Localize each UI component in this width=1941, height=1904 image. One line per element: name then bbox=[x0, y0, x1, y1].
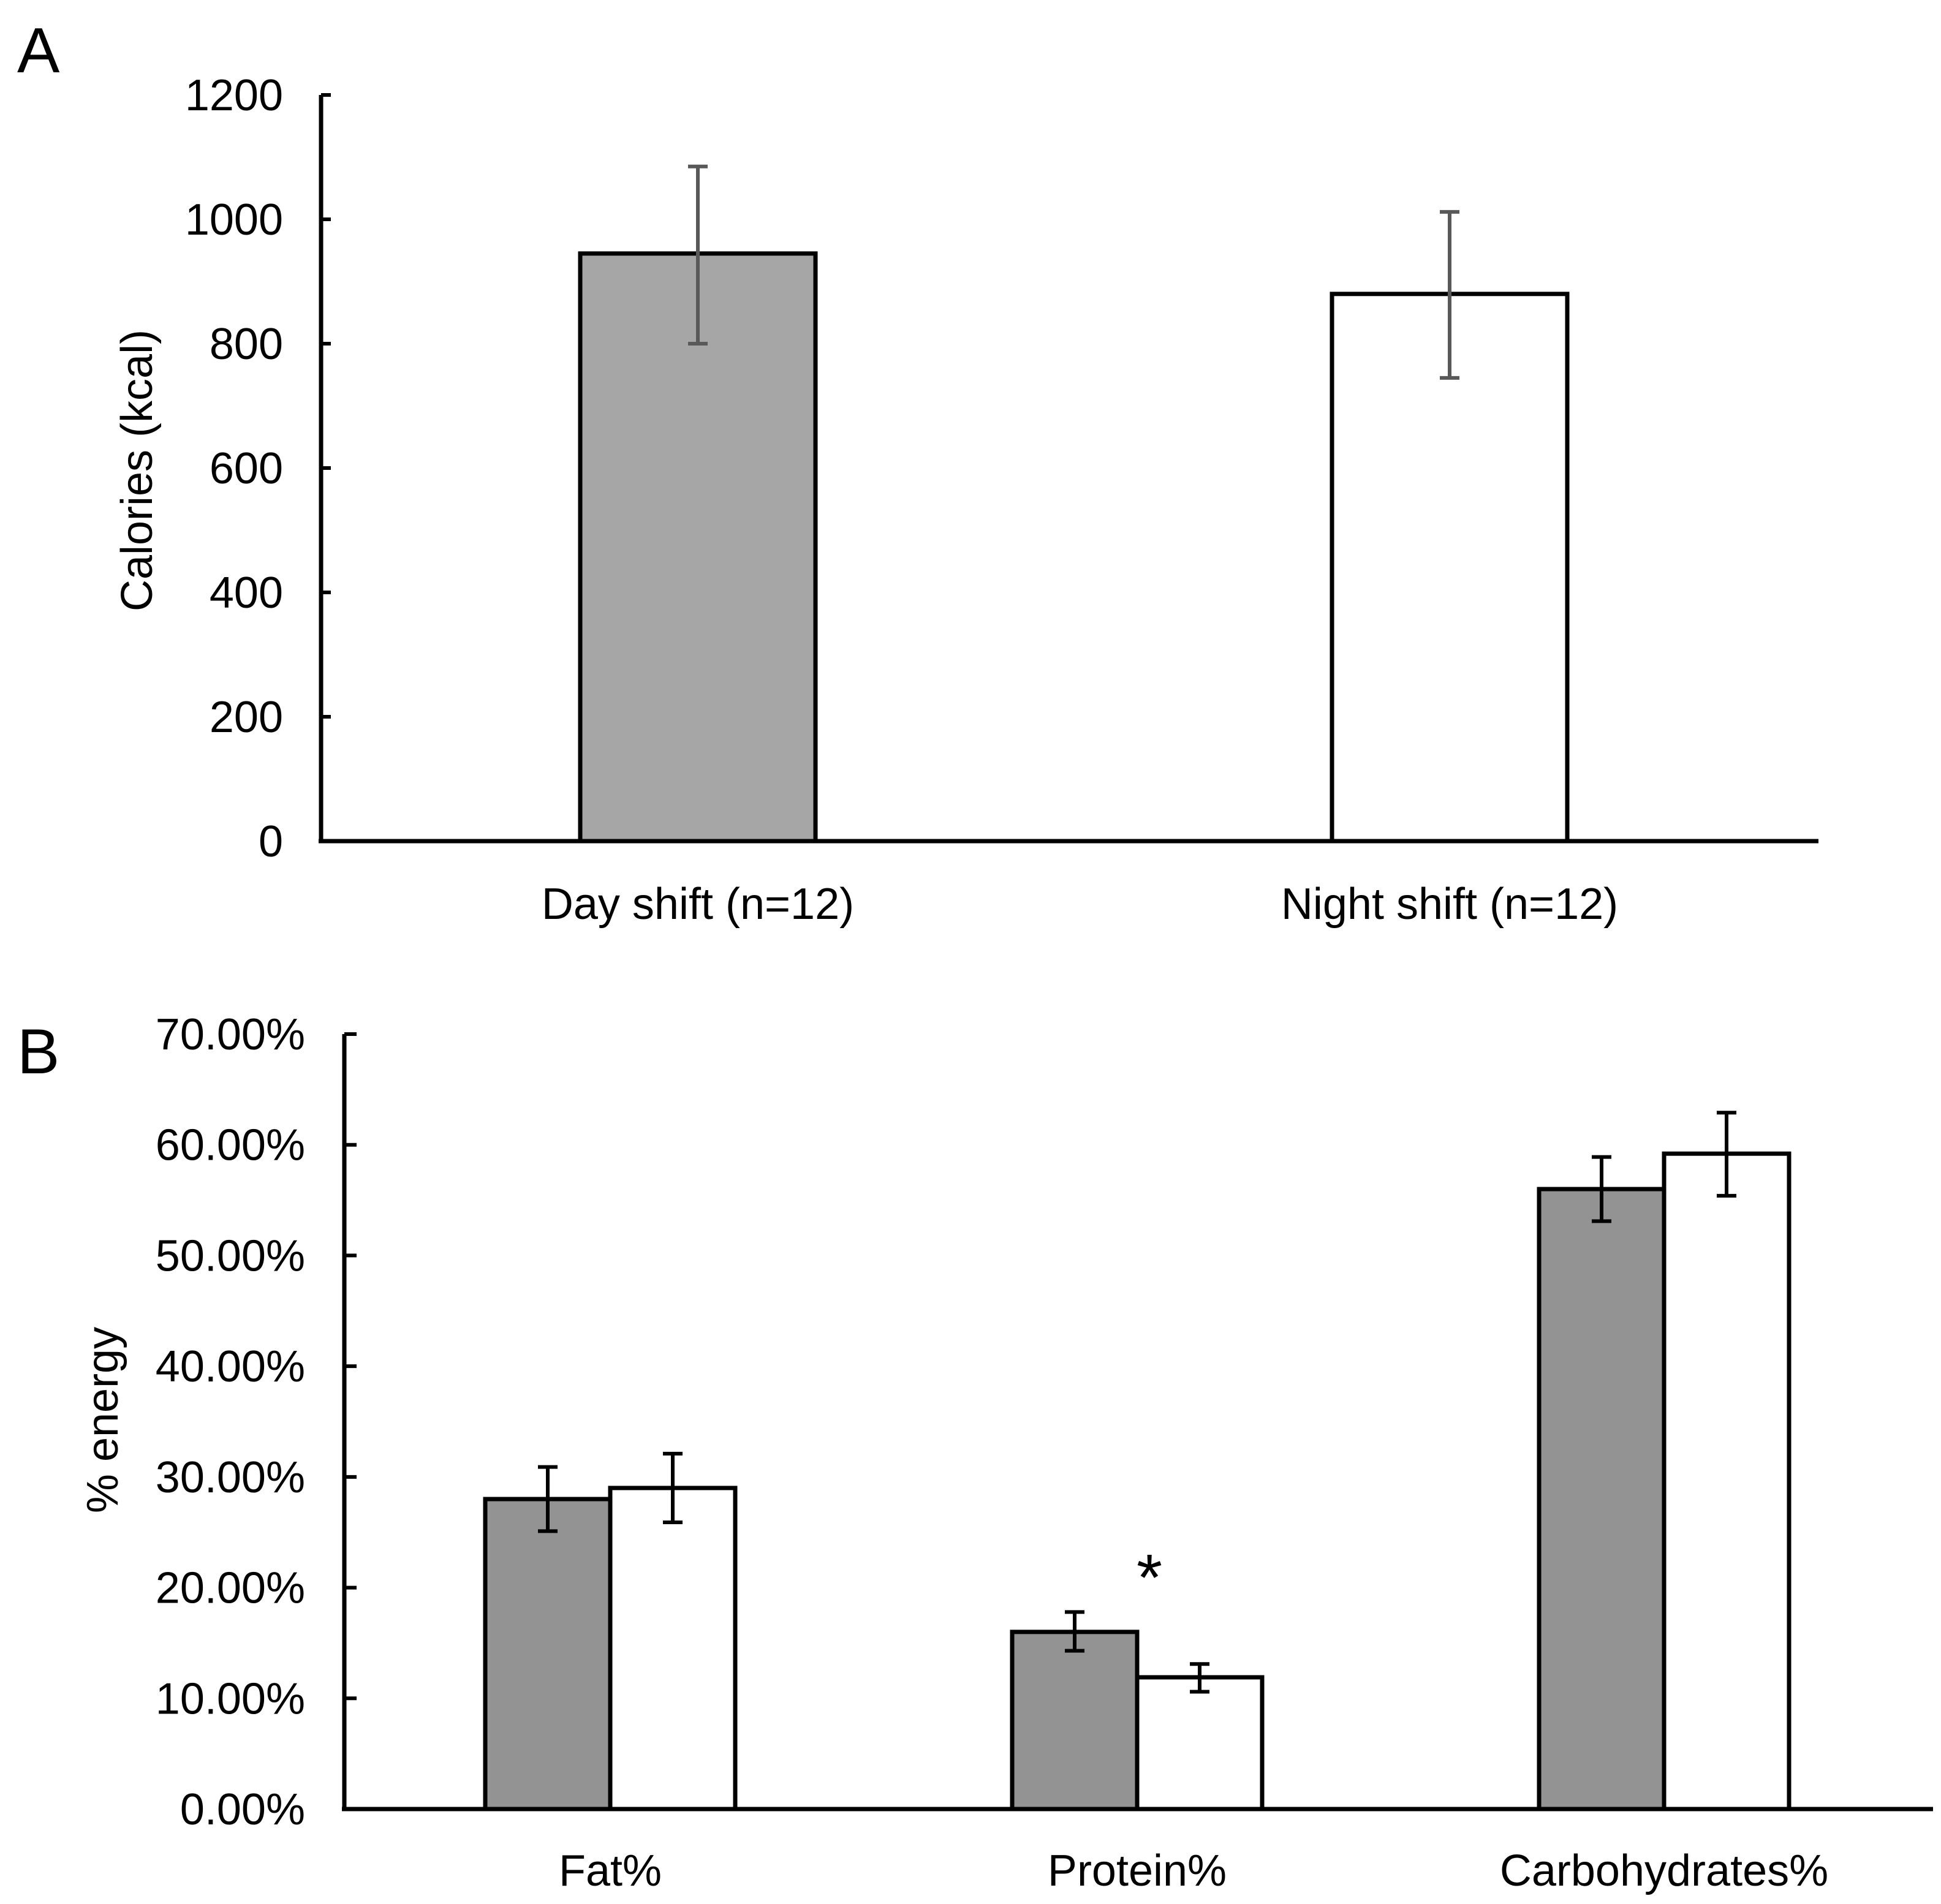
panel-b-y-tick-labels: 0.00% 10.00% 20.00% 30.00% 40.00% 50.00% 60.00… bbox=[156, 1010, 357, 1834]
panel-b-bar-night-2 bbox=[1135, 1675, 1265, 1811]
significance-marker: * bbox=[1137, 1540, 1162, 1614]
panel-b-error-bar-day-3 bbox=[1592, 1155, 1611, 1223]
panel-b-error-bar-night-2 bbox=[1190, 1662, 1209, 1694]
panel-b-error-bar-day-2 bbox=[1065, 1610, 1084, 1653]
panel-a-bar-night-shift bbox=[1330, 292, 1570, 844]
panel-a-y-tick-label: 200 bbox=[210, 693, 283, 742]
panel-a-y-tick-label: 1200 bbox=[185, 71, 283, 120]
panel-b-y-tick-label: 30.00% bbox=[156, 1453, 305, 1502]
panel-b-bar-day-2 bbox=[1010, 1630, 1140, 1811]
panel-a: A 0 200 400 600 800 1000 1200 Day shift (n=12)… bbox=[17, 15, 1818, 929]
panel-a-y-tick-label: 400 bbox=[210, 569, 283, 618]
panel-a-y-tick-label: 800 bbox=[210, 320, 283, 369]
panel-b-bar-night-1 bbox=[608, 1486, 738, 1811]
panel-a-category-label: Day shift (n=12) bbox=[542, 880, 854, 929]
panel-b-error-bar-day-1 bbox=[538, 1465, 558, 1533]
panel-b-error-bar-night-1 bbox=[663, 1451, 683, 1524]
panel-b-y-tick-label: 40.00% bbox=[156, 1342, 305, 1391]
panel-b: B 0.00% 10.00% 20.00% 30.00% 40.00% 50.00% 60.… bbox=[17, 1010, 1933, 1895]
panel-b-error-bars bbox=[538, 1111, 1736, 1694]
panel-a-bars bbox=[578, 251, 1570, 844]
panel-b-y-tick-label: 10.00% bbox=[156, 1674, 305, 1723]
panel-a-error-bar-1 bbox=[688, 164, 708, 346]
panel-b-error-bar-night-3 bbox=[1717, 1111, 1736, 1198]
panel-b-y-tick-label: 50.00% bbox=[156, 1231, 305, 1280]
panel-a-y-tick-labels: 0 200 400 600 800 1000 1200 bbox=[185, 71, 331, 866]
panel-a-error-bars bbox=[688, 164, 1459, 380]
panel-b-x-tick-labels: Fat% Protein% Carbohydrates% bbox=[559, 1846, 1828, 1895]
panel-b-y-axis-title: % energy bbox=[78, 1327, 127, 1513]
panel-b-label: B bbox=[17, 1016, 59, 1087]
panel-b-y-tick-label: 60.00% bbox=[156, 1121, 305, 1170]
panel-a-error-bar-2 bbox=[1440, 210, 1459, 380]
panel-b-y-tick-label: 70.00% bbox=[156, 1010, 305, 1059]
panel-a-y-axis-title: Calories (kcal) bbox=[113, 330, 162, 611]
panel-b-bar-night-3 bbox=[1662, 1151, 1792, 1811]
panel-a-y-tick-label: 1000 bbox=[185, 195, 283, 244]
panel-a-x-tick-labels: Day shift (n=12) Night shift (n=12) bbox=[542, 880, 1618, 929]
panel-b-bars bbox=[483, 1151, 1792, 1811]
panel-a-category-label: Night shift (n=12) bbox=[1281, 880, 1618, 929]
panel-b-bar-day-3 bbox=[1537, 1187, 1667, 1811]
panel-a-y-tick-label: 600 bbox=[210, 444, 283, 493]
panel-b-category-label: Carbohydrates% bbox=[1500, 1846, 1828, 1895]
panel-b-category-label: Fat% bbox=[559, 1846, 662, 1895]
panel-b-y-tick-label: 0.00% bbox=[180, 1785, 305, 1834]
panel-b-bar-day-1 bbox=[483, 1497, 613, 1811]
panel-a-label: A bbox=[17, 15, 60, 86]
panel-a-y-tick-label: 0 bbox=[259, 817, 283, 866]
panel-b-category-label: Protein% bbox=[1048, 1846, 1227, 1895]
panel-b-y-tick-label: 20.00% bbox=[156, 1564, 305, 1613]
